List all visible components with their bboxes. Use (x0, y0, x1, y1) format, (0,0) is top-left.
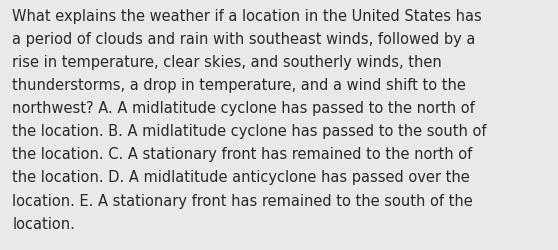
Text: location. E. A stationary front has remained to the south of the: location. E. A stationary front has rema… (12, 193, 473, 208)
Text: location.: location. (12, 216, 75, 231)
Text: the location. C. A stationary front has remained to the north of: the location. C. A stationary front has … (12, 147, 473, 162)
Text: a period of clouds and rain with southeast winds, followed by a: a period of clouds and rain with southea… (12, 32, 475, 47)
Text: thunderstorms, a drop in temperature, and a wind shift to the: thunderstorms, a drop in temperature, an… (12, 78, 466, 93)
Text: What explains the weather if a location in the United States has: What explains the weather if a location … (12, 9, 482, 24)
Text: the location. B. A midlatitude cyclone has passed to the south of: the location. B. A midlatitude cyclone h… (12, 124, 487, 139)
Text: northwest? A. A midlatitude cyclone has passed to the north of: northwest? A. A midlatitude cyclone has … (12, 101, 475, 116)
Text: rise in temperature, clear skies, and southerly winds, then: rise in temperature, clear skies, and so… (12, 55, 442, 70)
Text: the location. D. A midlatitude anticyclone has passed over the: the location. D. A midlatitude anticyclo… (12, 170, 470, 185)
